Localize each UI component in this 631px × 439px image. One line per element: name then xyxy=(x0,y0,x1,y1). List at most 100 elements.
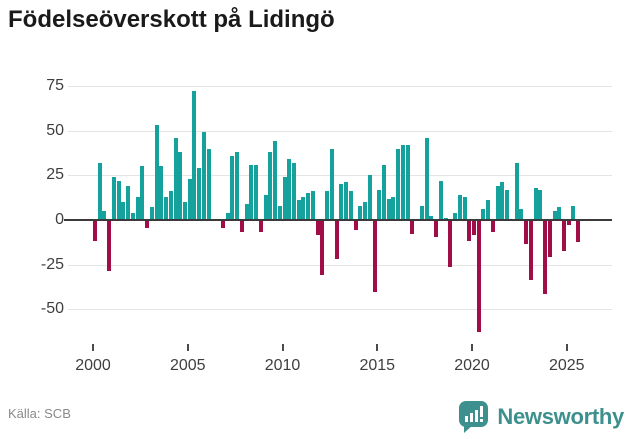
bar-q84 xyxy=(490,221,495,232)
gridline--50 xyxy=(68,309,612,311)
bar-q11 xyxy=(145,221,150,229)
x-axis-tick-2015 xyxy=(376,344,379,351)
y-axis-label-0: 0 xyxy=(55,211,64,228)
bar-q48 xyxy=(320,221,325,275)
bar-q17 xyxy=(173,137,178,220)
bar-q34 xyxy=(254,164,259,220)
bar-q101 xyxy=(571,205,576,220)
bar-q5 xyxy=(116,180,121,220)
bar-q16 xyxy=(168,191,173,220)
logo-exclamation-stroke-icon xyxy=(480,406,484,417)
bar-q22 xyxy=(197,168,202,220)
y-axis-label-50: 50 xyxy=(46,121,64,139)
y-axis-label-75: 75 xyxy=(46,76,64,94)
bar-q46 xyxy=(310,191,315,220)
bar-q80 xyxy=(472,221,476,236)
bar-q52 xyxy=(339,184,344,220)
bar-q78 xyxy=(462,196,467,220)
bar-q60 xyxy=(377,189,382,220)
bar-q13 xyxy=(154,125,159,220)
bar-q47 xyxy=(315,221,320,236)
bar-q41 xyxy=(287,159,292,220)
bar-q93 xyxy=(533,187,538,220)
bar-q89 xyxy=(514,162,519,220)
x-axis-label-2010: 2010 xyxy=(264,357,301,374)
bar-q99 xyxy=(562,221,566,252)
bar-q9 xyxy=(135,196,140,220)
bar-q87 xyxy=(505,189,510,220)
bar-q29 xyxy=(230,155,235,220)
bar-q19 xyxy=(183,202,187,220)
bar-q100 xyxy=(566,221,571,225)
x-axis-tick-2025 xyxy=(565,344,568,351)
x-axis-label-2020: 2020 xyxy=(454,357,490,374)
bar-q27 xyxy=(220,221,225,229)
bar-q64 xyxy=(396,148,401,220)
bar-q92 xyxy=(528,221,533,280)
bar-q32 xyxy=(244,203,249,220)
x-axis-label-2005: 2005 xyxy=(169,357,206,374)
newsworthy-logo: Newsworthy xyxy=(459,400,624,434)
bar-q98 xyxy=(557,207,562,220)
bar-q39 xyxy=(277,205,282,220)
bar-q66 xyxy=(405,144,410,220)
bar-q43 xyxy=(296,200,301,220)
bar-q67 xyxy=(410,221,415,234)
bar-q53 xyxy=(344,182,349,220)
bar-q44 xyxy=(301,196,306,220)
bar-q8 xyxy=(130,212,135,220)
bar-q54 xyxy=(348,191,353,220)
bar-q42 xyxy=(291,162,296,220)
bar-q102 xyxy=(576,221,581,243)
logo-bar-icon xyxy=(465,416,469,422)
bar-q61 xyxy=(381,164,386,220)
bar-q30 xyxy=(235,152,240,220)
speech-bubble-icon xyxy=(459,401,489,427)
bar-q77 xyxy=(457,194,462,220)
source-caption: Källa: SCB xyxy=(8,406,71,421)
gridline-50 xyxy=(68,130,612,132)
bar-q81 xyxy=(476,221,481,332)
logo-bar-icon xyxy=(475,410,479,422)
bar-q63 xyxy=(391,196,396,220)
bar-q35 xyxy=(258,221,263,232)
logo-exclamation-dot-icon xyxy=(480,419,484,422)
bar-q23 xyxy=(201,132,206,220)
bar-q95 xyxy=(543,221,548,295)
x-axis-tick-2000 xyxy=(92,344,94,351)
bar-q65 xyxy=(400,144,405,220)
newsworthy-logo-text: Newsworthy xyxy=(497,404,624,429)
bar-q90 xyxy=(519,209,524,220)
speech-bubble-tail xyxy=(464,425,474,433)
bar-q79 xyxy=(467,221,472,241)
y-axis-label--50: -50 xyxy=(40,300,64,318)
bar-q75 xyxy=(448,221,453,268)
bar-q33 xyxy=(249,164,254,220)
bar-q14 xyxy=(159,166,164,220)
bar-q7 xyxy=(126,186,131,220)
bar-q36 xyxy=(263,194,268,220)
bar-q10 xyxy=(140,166,145,220)
bar-q15 xyxy=(164,196,169,220)
bar-q59 xyxy=(372,221,377,293)
bar-q91 xyxy=(524,221,529,245)
bar-q2 xyxy=(102,211,107,220)
bar-q49 xyxy=(325,191,330,220)
bar-q82 xyxy=(481,209,486,220)
y-axis-label-25: 25 xyxy=(46,166,64,184)
gridline--25 xyxy=(68,264,612,266)
zero-axis-line xyxy=(64,219,612,221)
bar-q45 xyxy=(306,193,311,220)
bar-q40 xyxy=(282,177,287,220)
bar-q94 xyxy=(538,189,543,220)
bar-q86 xyxy=(500,182,505,220)
y-axis-label--25: -25 xyxy=(40,255,64,273)
bar-q37 xyxy=(268,152,273,220)
bar-q12 xyxy=(149,207,154,220)
x-axis-label-2025: 2025 xyxy=(548,357,585,374)
bar-q4 xyxy=(111,177,116,220)
bar-q31 xyxy=(239,221,244,232)
bar-q51 xyxy=(334,221,339,259)
